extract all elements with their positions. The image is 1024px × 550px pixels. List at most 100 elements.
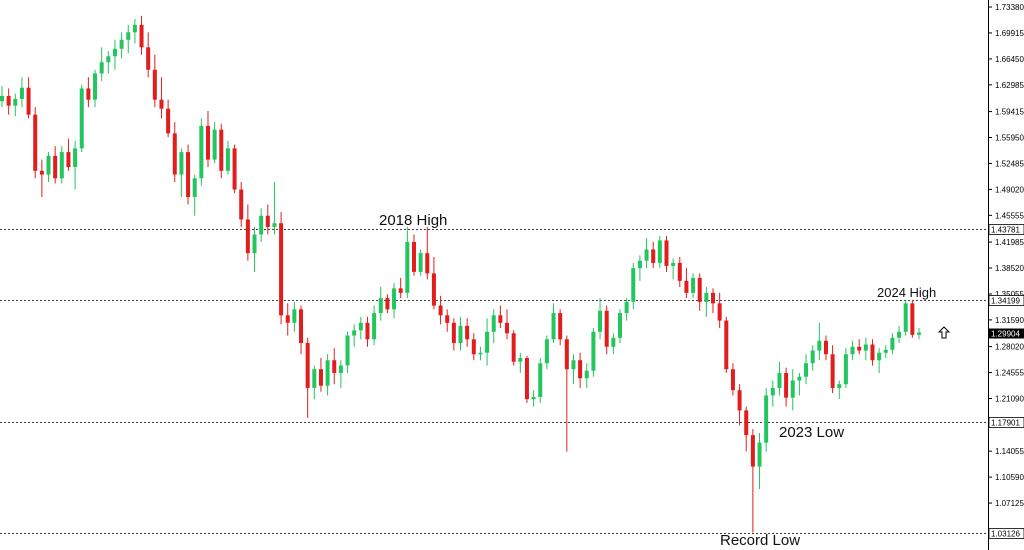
candle bbox=[93, 69, 98, 108]
candle bbox=[697, 273, 702, 311]
price-axis: 1.73380 1.69915 1.66450 1.62985 1.59415 1.559… bbox=[988, 3, 1024, 508]
candle-body bbox=[491, 315, 496, 332]
candle-body bbox=[917, 332, 921, 335]
candle bbox=[332, 348, 337, 385]
level-lines bbox=[0, 229, 988, 534]
candle bbox=[491, 309, 496, 344]
candle bbox=[86, 77, 91, 108]
candle bbox=[757, 432, 762, 490]
candle bbox=[857, 339, 862, 355]
candle bbox=[199, 118, 204, 186]
candle bbox=[611, 333, 616, 355]
candle bbox=[126, 24, 131, 54]
candle bbox=[33, 107, 38, 179]
candle bbox=[458, 316, 463, 351]
candle-body bbox=[411, 241, 416, 272]
candle-body bbox=[305, 343, 310, 388]
candle bbox=[843, 348, 848, 388]
candle-body bbox=[372, 313, 377, 340]
candle-body bbox=[790, 380, 795, 398]
candle bbox=[637, 255, 642, 281]
candle-body bbox=[850, 346, 855, 355]
candle-body bbox=[232, 148, 237, 190]
candle-body bbox=[551, 313, 556, 340]
candle-body bbox=[843, 354, 848, 385]
candle bbox=[617, 309, 622, 344]
candle bbox=[591, 328, 596, 377]
candle-body bbox=[877, 352, 882, 361]
candle-body bbox=[312, 369, 317, 388]
candle bbox=[538, 357, 543, 403]
candle-body bbox=[166, 108, 171, 134]
candle-body bbox=[445, 315, 450, 323]
candle bbox=[272, 182, 277, 235]
candle-body bbox=[239, 189, 244, 220]
candle-body bbox=[245, 219, 250, 254]
candle bbox=[897, 325, 902, 344]
candle-body bbox=[684, 280, 689, 293]
candle bbox=[139, 15, 144, 55]
candle bbox=[877, 348, 882, 373]
price-tick-label: 1.49020 bbox=[995, 185, 1024, 194]
candle bbox=[205, 110, 210, 168]
candle bbox=[192, 174, 197, 216]
candle bbox=[239, 182, 244, 227]
candle bbox=[352, 324, 357, 347]
candle bbox=[73, 140, 78, 190]
annotation-2023-low: 2023 Low bbox=[779, 424, 844, 441]
candle bbox=[245, 204, 250, 261]
candle bbox=[39, 159, 44, 198]
candle bbox=[903, 300, 908, 336]
candle-body bbox=[883, 349, 888, 353]
candle-body bbox=[112, 48, 117, 57]
candles bbox=[0, 15, 921, 533]
candle-body bbox=[571, 360, 576, 370]
candle bbox=[418, 249, 423, 276]
candle bbox=[524, 355, 529, 403]
candle-body bbox=[378, 298, 383, 314]
price-tick-label: 1.62985 bbox=[995, 81, 1024, 90]
candle-body bbox=[458, 325, 463, 344]
candle-body bbox=[13, 98, 18, 106]
candle-body bbox=[19, 87, 24, 99]
candle-body bbox=[179, 152, 184, 175]
candle-body bbox=[697, 277, 702, 302]
current-price-box bbox=[989, 328, 1024, 339]
candle bbox=[146, 32, 151, 78]
candle-body bbox=[598, 310, 603, 332]
candle-body bbox=[172, 133, 177, 175]
candle-body bbox=[199, 125, 204, 179]
candle bbox=[6, 88, 11, 115]
candle-body bbox=[498, 315, 503, 323]
candle-body bbox=[279, 223, 284, 316]
candle-body bbox=[212, 129, 217, 160]
candle-body bbox=[425, 253, 430, 274]
candle bbox=[531, 390, 536, 407]
candle-body bbox=[797, 376, 802, 381]
candle bbox=[770, 380, 775, 407]
candle-body bbox=[750, 435, 755, 467]
candle-body bbox=[46, 155, 51, 175]
candle-body bbox=[730, 369, 735, 391]
candle-body bbox=[451, 322, 456, 344]
candle bbox=[863, 337, 868, 361]
candle bbox=[0, 86, 4, 108]
candle-body bbox=[299, 309, 304, 344]
candle-body bbox=[485, 331, 490, 353]
level-label-box bbox=[988, 224, 1024, 235]
candle bbox=[425, 226, 430, 280]
up-arrow-icon[interactable] bbox=[937, 326, 951, 339]
price-tick-label: 1.10590 bbox=[995, 473, 1024, 482]
candle-body bbox=[897, 331, 902, 338]
candle-body bbox=[863, 344, 868, 351]
candle bbox=[212, 122, 217, 164]
candle bbox=[505, 309, 510, 340]
level-label-box bbox=[988, 417, 1024, 428]
candle-body bbox=[132, 24, 137, 33]
annotation-2018-high: 2018 High bbox=[379, 212, 447, 229]
price-tick-label: 1.73380 bbox=[995, 3, 1024, 12]
candle-body bbox=[704, 292, 709, 302]
candle bbox=[837, 380, 842, 400]
candle-body bbox=[837, 384, 842, 388]
candle bbox=[219, 123, 224, 179]
